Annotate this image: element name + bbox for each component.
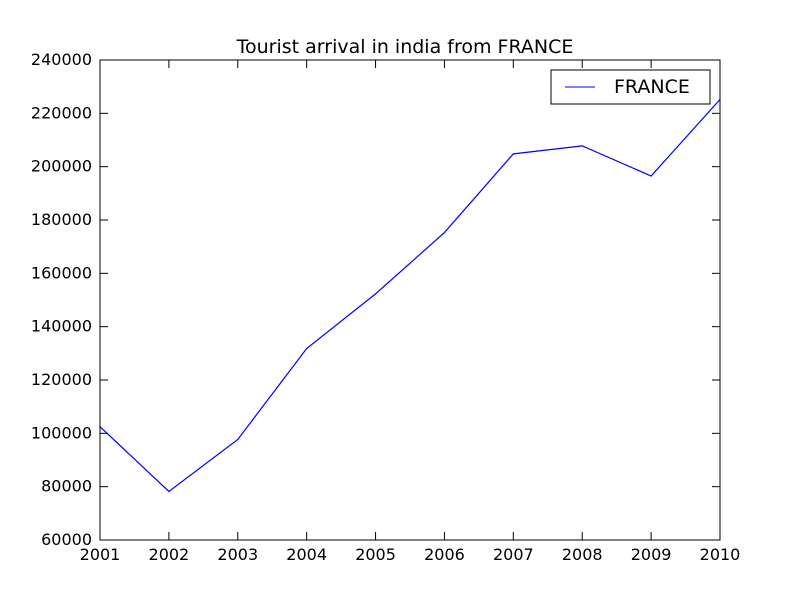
y-tick-label: 140000	[31, 317, 92, 336]
x-tick-label: 2002	[149, 545, 190, 564]
y-tick-label: 240000	[31, 50, 92, 69]
x-tick-label: 2007	[493, 545, 534, 564]
legend: FRANCE	[550, 69, 711, 105]
data-point	[168, 490, 170, 493]
plot-area	[100, 60, 720, 540]
y-tick-label: 220000	[31, 103, 92, 122]
series-line-france	[99, 99, 721, 493]
y-tick-label: 200000	[31, 157, 92, 176]
chart-title: Tourist arrival in india from FRANCE	[236, 36, 574, 58]
plot-frame	[99, 59, 721, 541]
data-point	[306, 347, 308, 350]
data-point	[650, 175, 652, 177]
y-tick-label: 120000	[31, 370, 92, 389]
y-tick-label: 80000	[41, 477, 92, 496]
x-tick-label: 2004	[286, 545, 327, 564]
x-tick-label: 2005	[355, 545, 396, 564]
data-point	[512, 153, 514, 155]
data-point	[374, 293, 377, 295]
data-point	[443, 231, 446, 234]
legend-label-france: FRANCE	[614, 76, 690, 98]
axis-ticks: 2001 2002 2003 2004 2005 2006 2007 2008 2009 2010…	[31, 50, 740, 564]
x-tick-label: 2006	[424, 545, 465, 564]
data-point	[237, 438, 239, 441]
y-tick-label: 60000	[41, 530, 92, 549]
y-tick-label: 100000	[31, 423, 92, 442]
y-tick-label: 180000	[31, 210, 92, 229]
x-tick-label: 2009	[631, 545, 672, 564]
data-point	[581, 145, 583, 147]
x-tick-label: 2001	[80, 545, 121, 564]
y-tick-label: 160000	[31, 263, 92, 282]
x-tick-label: 2003	[217, 545, 258, 564]
x-tick-label: 2008	[562, 545, 603, 564]
x-tick-label: 2010	[700, 545, 741, 564]
